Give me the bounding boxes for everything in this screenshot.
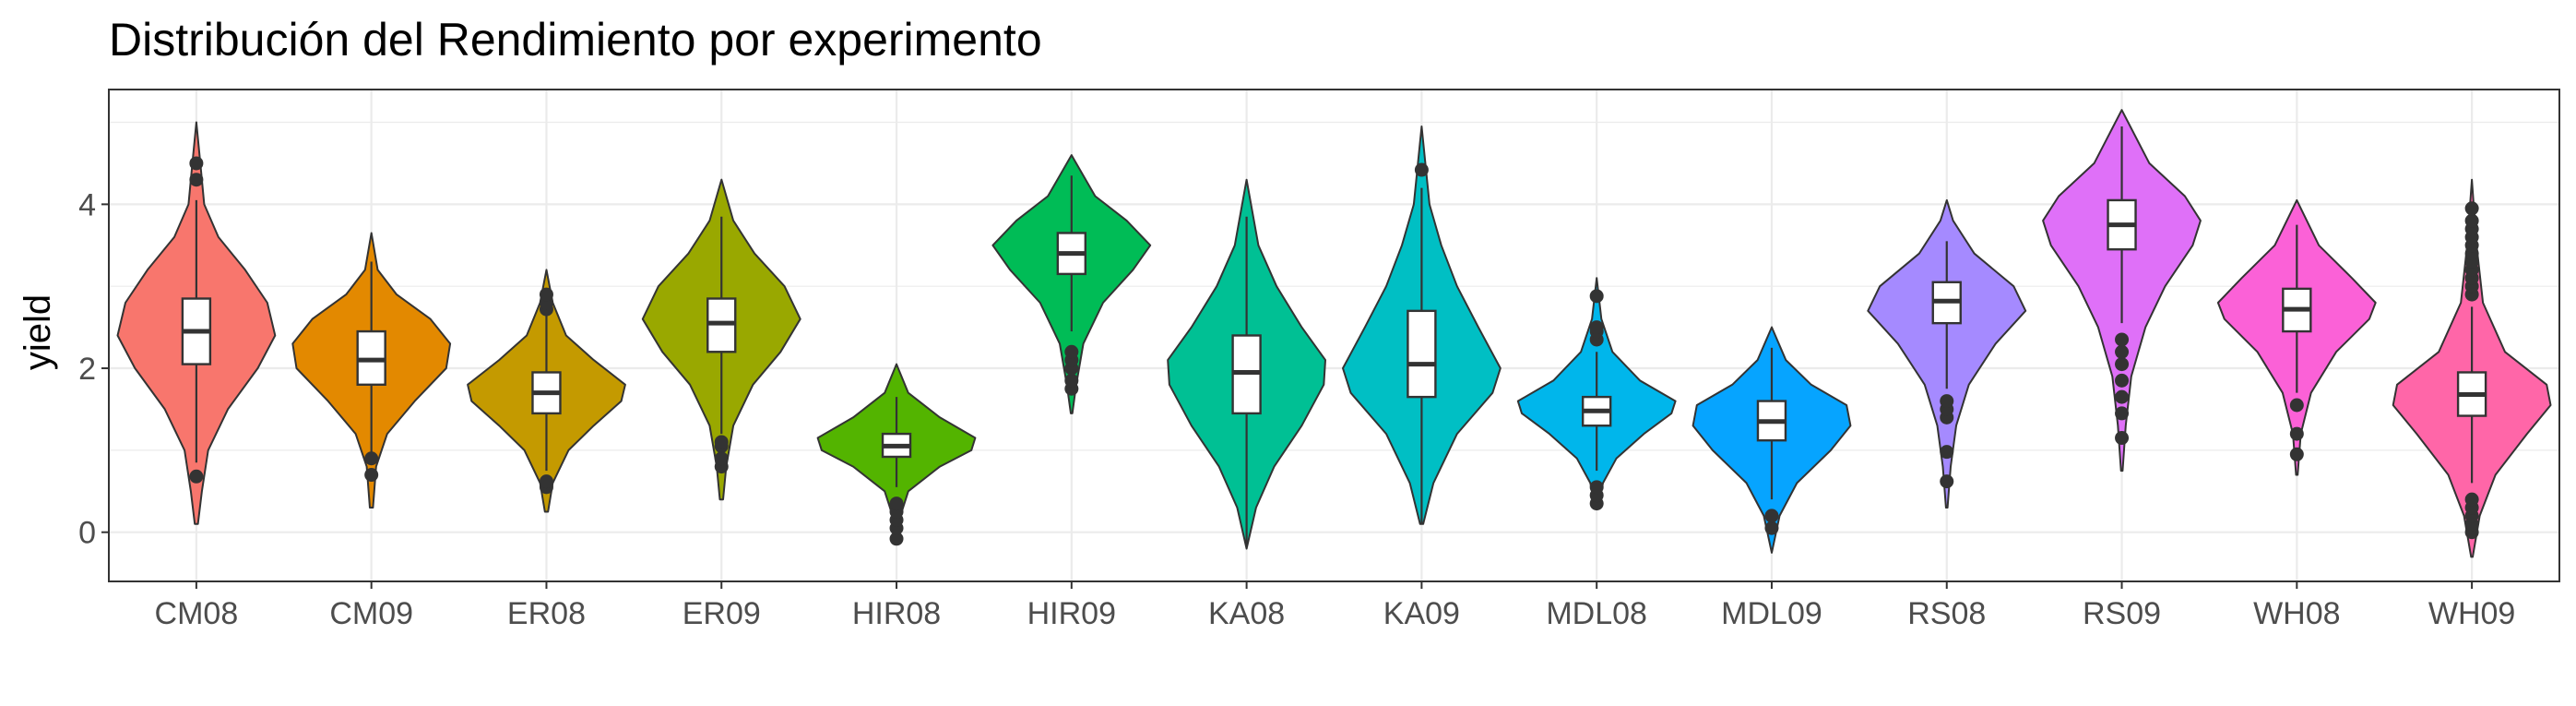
violin-group-WH09 [2392,178,2552,558]
outlier-point [1589,289,1604,304]
outlier-point [2115,357,2130,372]
x-tick-label-ER08: ER08 [507,596,586,631]
outlier-point [2115,332,2130,347]
y-tick-label: 2 [78,352,96,387]
outlier-point [2115,344,2130,359]
outlier-point [2464,201,2479,216]
x-tick-label-HIR09: HIR09 [1027,596,1116,631]
y-tick-label: 0 [78,516,96,551]
violins [116,109,2552,558]
y-tick-label: 4 [78,187,96,222]
outlier-point [1589,320,1604,335]
x-tick-label-HIR08: HIR08 [852,596,941,631]
outlier-point [2464,492,2479,507]
outlier-point [714,451,729,466]
outlier-point [1064,344,1079,359]
outlier-point [364,468,379,483]
violin-group-RS09 [2042,109,2202,473]
x-tick-label-MDL09: MDL09 [1721,596,1822,631]
x-tick-label-KA08: KA08 [1208,596,1285,631]
outlier-point [2115,373,2130,388]
outlier-point [2115,406,2130,421]
outlier-point [189,173,204,187]
x-tick-label-KA09: KA09 [1383,596,1460,631]
outlier-point [2289,398,2304,413]
y-axis-title: yield [18,294,58,370]
violin-group-ER09 [641,178,801,501]
violin-group-CM08 [116,121,277,525]
x-tick-label-CM09: CM09 [329,596,413,631]
violin-group-ER08 [467,269,626,513]
outlier-point [539,474,553,489]
outlier-point [1940,474,1954,489]
violin-group-CM09 [291,232,452,509]
panel-border [108,89,2560,582]
plot-panel [109,90,2559,581]
x-tick-label-ER09: ER09 [683,596,761,631]
outlier-point [2115,431,2130,446]
x-tick-label-RS09: RS09 [2083,596,2161,631]
outlier-point [2115,389,2130,404]
x-axis: CM08 CM09 ER08 ER09 HIR08 HIR09 KA08 KA09 MDL08 M… [155,581,2515,631]
x-tick-label-CM08: CM08 [155,596,239,631]
outlier-point [1764,521,1779,535]
violin-group-RS08 [1867,198,2027,509]
outlier-point [364,451,379,466]
violin-group-MDL08 [1516,277,1677,511]
outlier-point [714,435,729,449]
violin-group-KA09 [1342,126,1502,525]
outlier-point [1589,480,1604,495]
x-tick-label-MDL08: MDL08 [1546,596,1647,631]
outlier-point [189,156,204,171]
outlier-point [889,532,904,546]
violin-group-HIR08 [816,363,977,546]
outlier-point [1414,162,1429,177]
outlier-point [1940,445,1954,460]
violin-group-KA08 [1167,178,1326,550]
x-tick-label-RS08: RS08 [1907,596,1986,631]
y-axis: 0 2 4 [78,187,109,551]
outlier-point [2289,447,2304,461]
plot-background [109,90,2559,581]
outlier-point [889,497,904,511]
x-tick-label-WH09: WH09 [2428,596,2515,631]
x-tick-label-WH08: WH08 [2253,596,2340,631]
violin-group-WH08 [2216,198,2377,476]
outlier-point [1064,373,1079,388]
outlier-point [2289,426,2304,441]
outlier-point [2464,213,2479,228]
box-iqr [1407,309,1437,399]
outlier-point [539,287,553,302]
chart-title: Distribución del Rendimiento por experim… [109,14,1042,66]
outlier-point [1940,394,1954,409]
outlier-point [189,469,204,484]
violin-group-MDL09 [1692,326,1852,554]
outlier-point [1764,509,1779,523]
violin-group-HIR09 [991,154,1152,414]
